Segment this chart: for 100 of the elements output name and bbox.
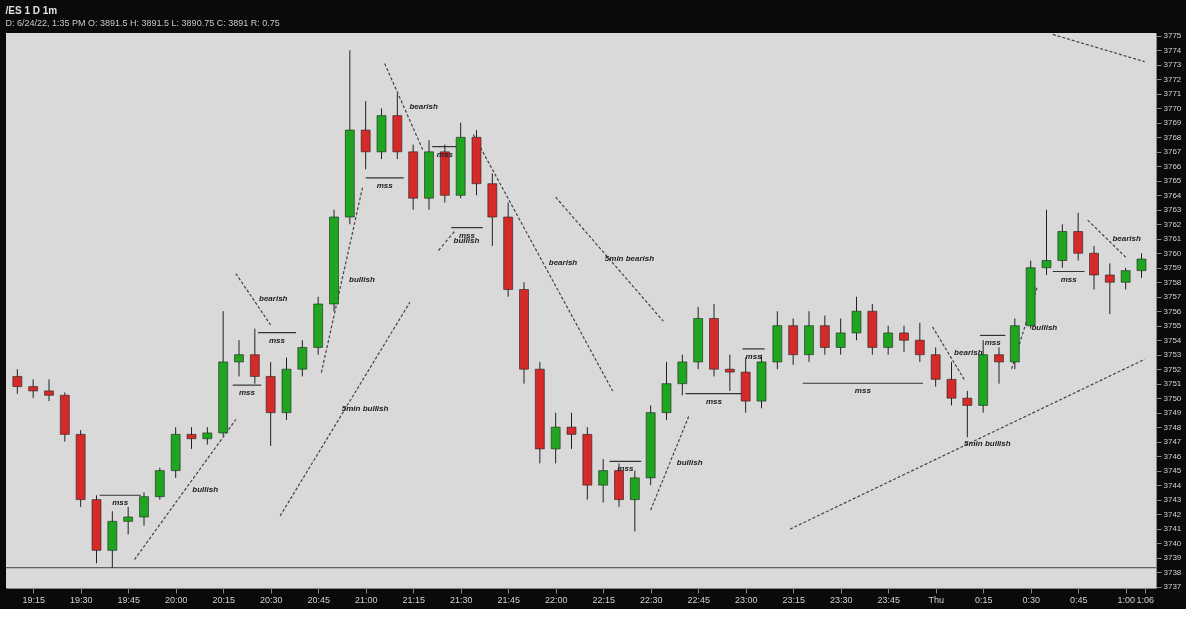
x-tick-label: 20:45 (307, 594, 330, 605)
series-label: mss (376, 180, 394, 190)
x-tick-label: Thu (928, 594, 944, 605)
y-tick-label: 3741 (1163, 524, 1182, 534)
series-label: bullish (1031, 323, 1058, 333)
y-tick-label: 3753 (1163, 350, 1182, 360)
x-tick-label: 22:30 (639, 594, 663, 605)
x-tick-label: 21:45 (497, 594, 520, 605)
y-tick-label: 3765 (1163, 176, 1182, 186)
candlestick (1136, 252, 1147, 279)
y-tick-label: 3774 (1163, 45, 1182, 55)
y-tick-label: 3758 (1163, 277, 1182, 287)
series-label: mss (238, 388, 256, 398)
y-tick-label: 3775 (1163, 31, 1182, 41)
y-tick-label: 3750 (1163, 393, 1182, 403)
x-tick-label: 1:00 (1117, 594, 1135, 605)
y-tick-label: 3766 (1163, 161, 1182, 171)
x-tick-label: 22:45 (687, 594, 710, 605)
x-tick-label: 21:00 (354, 594, 378, 605)
candlestick (566, 412, 577, 450)
x-tick-label: 0:45 (1069, 594, 1088, 605)
candlestick (1120, 267, 1131, 290)
y-tick-label: 3745 (1163, 466, 1182, 476)
series-label: mss (705, 396, 723, 406)
y-tick-label: 3760 (1163, 248, 1182, 258)
y-tick-label: 3759 (1163, 263, 1182, 273)
candlestick (835, 317, 846, 356)
candlestick (820, 315, 830, 356)
y-tick-label: 3744 (1163, 480, 1182, 490)
candlestick (677, 354, 688, 396)
candlestick (12, 368, 23, 395)
candlestick (725, 354, 735, 392)
y-tick-label: 3757 (1163, 292, 1182, 302)
y-tick-label: 3763 (1163, 205, 1182, 215)
x-tick-label: 22:15 (592, 594, 615, 605)
candlestick (1105, 262, 1115, 315)
y-tick-label: 3767 (1163, 147, 1182, 157)
candlestick (1073, 212, 1083, 262)
series-label: mss (745, 351, 763, 361)
series-label: bullish (192, 484, 219, 494)
series-label: 5min bearish (604, 254, 655, 264)
x-tick-label: 23:30 (829, 594, 853, 605)
x-tick-label: 23:45 (877, 594, 900, 605)
series-label: bearish (409, 101, 438, 111)
y-tick-label: 3770 (1163, 103, 1182, 113)
y-tick-label: 3743 (1163, 495, 1182, 505)
y-tick-label: 3771 (1163, 89, 1182, 99)
candlestick (883, 325, 893, 356)
x-tick-label: 21:15 (402, 594, 425, 605)
series-label: mss (617, 464, 634, 474)
y-tick-label: 3761 (1163, 234, 1182, 244)
y-tick-label: 3742 (1163, 509, 1182, 519)
x-tick-label: 19:45 (117, 594, 140, 605)
series-label: mss (112, 498, 129, 508)
candlestick (994, 346, 1004, 385)
x-tick-label: 1:06 (1136, 594, 1154, 605)
x-tick-label: 21:30 (449, 594, 473, 605)
y-tick-label: 3749 (1163, 408, 1182, 418)
y-tick-label: 3772 (1163, 74, 1182, 84)
candlestick (915, 322, 925, 363)
candlestick (851, 296, 862, 341)
y-tick-label: 3748 (1163, 422, 1182, 432)
x-tick-label: 22:00 (544, 594, 568, 605)
candlestick (297, 339, 308, 377)
series-label: mss (1060, 274, 1078, 284)
y-tick-label: 3738 (1163, 567, 1182, 577)
candlestick (123, 506, 133, 535)
y-tick-label: 3747 (1163, 437, 1182, 447)
y-tick-label: 3769 (1163, 118, 1182, 128)
candlestick (550, 412, 561, 464)
series-label: bearish (548, 257, 578, 267)
candlestick (598, 458, 608, 503)
y-tick-label: 3751 (1163, 379, 1182, 389)
candlestick (28, 378, 38, 399)
x-tick-label: 20:15 (212, 594, 235, 605)
candlestick (250, 328, 260, 385)
series-label: bullish (676, 458, 703, 468)
x-tick-label: 20:30 (259, 594, 283, 605)
x-tick-label: 23:00 (734, 594, 758, 605)
y-tick-label: 3752 (1163, 364, 1182, 374)
y-tick-label: 3773 (1163, 60, 1182, 70)
candlestick (360, 100, 371, 170)
y-tick-label: 3755 (1163, 321, 1182, 331)
series-label: bearish (1112, 233, 1141, 243)
y-tick-label: 3768 (1163, 132, 1182, 142)
candlestick (186, 426, 197, 450)
candlestick (1089, 245, 1099, 290)
series-label: mss (984, 338, 1002, 348)
series-label: bearish (954, 348, 983, 358)
x-tick-label: 23:15 (782, 594, 805, 605)
series-label: 5min bullish (964, 439, 1011, 449)
candlestick (962, 390, 973, 438)
x-tick-label: 0:30 (1022, 594, 1040, 605)
series-label: mss (854, 386, 872, 396)
candlestick (234, 339, 244, 377)
series-label: bullish (349, 275, 375, 285)
y-tick-label: 3762 (1163, 219, 1182, 229)
x-tick-label: 20:00 (164, 594, 188, 605)
series-label: mss (268, 335, 286, 345)
x-tick-label: 0:15 (974, 594, 993, 605)
